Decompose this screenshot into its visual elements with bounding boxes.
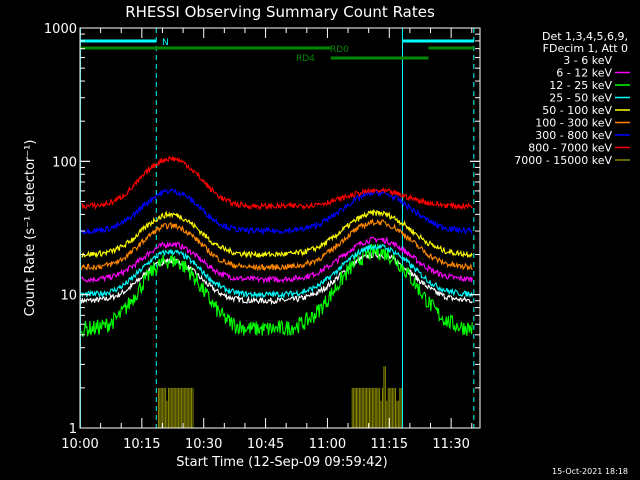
timestamp: 15-Oct-2021 18:18	[552, 467, 628, 476]
legend-label-3: 25 - 50 keV	[549, 92, 612, 105]
chart-title: RHESSI Observing Summary Count Rates	[125, 3, 435, 21]
series-line-7	[81, 155, 473, 211]
legend-label-8: 7000 - 15000 keV	[514, 154, 612, 167]
legend-label-0: 3 - 6 keV	[563, 54, 612, 67]
x-tick-label: 11:00	[309, 437, 346, 452]
x-axis-label: Start Time (12-Sep-09 09:59:42)	[176, 455, 387, 470]
legend-label-2: 12 - 25 keV	[549, 79, 612, 92]
y-tick-label: 1000	[44, 22, 77, 37]
legend-label-5: 100 - 300 keV	[535, 117, 612, 130]
status-label-rd0: RD0	[330, 45, 349, 55]
x-tick-label: 11:15	[371, 437, 408, 452]
legend-label-6: 300 - 800 keV	[535, 129, 612, 142]
status-label-rd4: RD4	[296, 54, 315, 64]
series-line-5	[80, 217, 473, 272]
y-axis-label: Count Rate (s⁻¹ detector⁻¹)	[23, 140, 38, 317]
x-tick-label: 10:45	[247, 437, 284, 452]
legend-label-1: 6 - 12 keV	[556, 67, 612, 80]
y-tick-label: 1	[69, 422, 77, 437]
y-tick-label: 100	[52, 155, 77, 170]
plot-area: N RD0 RD4	[79, 28, 475, 428]
status-label-n: N	[162, 38, 169, 48]
x-tick-label: 10:30	[185, 437, 222, 452]
x-tick-label: 11:30	[432, 437, 469, 452]
series-line-1	[81, 236, 473, 285]
info-line-2: FDecim 1, Att 0	[543, 42, 628, 55]
x-tick-label: 10:00	[61, 437, 98, 452]
axes: 1 10 100 1000 10:00 10:15 10:30 10:45 11:00 11:15…	[44, 22, 480, 452]
series-line-6	[81, 188, 473, 236]
legend-label-7: 800 - 7000 keV	[528, 142, 612, 155]
x-tick-label: 10:15	[123, 437, 160, 452]
plot-frame	[79, 27, 481, 429]
y-tick-label: 10	[60, 289, 77, 304]
legend-label-4: 50 - 100 keV	[542, 104, 612, 117]
info-line-1: Det 1,3,4,5,6,9,	[542, 30, 628, 43]
series-line-4	[81, 208, 473, 259]
series-line-3	[80, 243, 473, 300]
series-line-2	[80, 243, 473, 337]
series-spikes-high-energy	[157, 366, 402, 428]
